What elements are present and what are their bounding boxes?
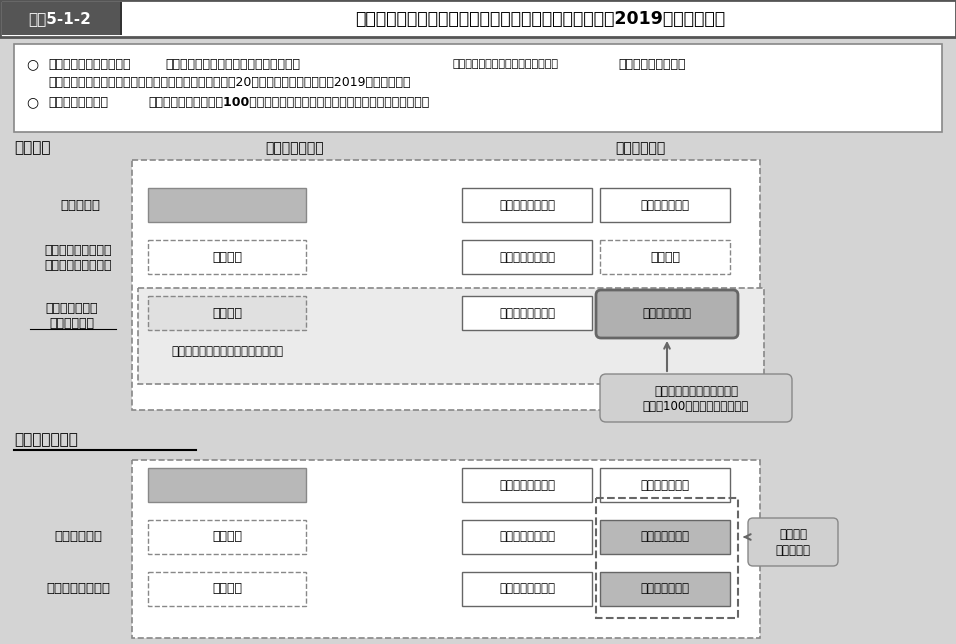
Text: ○: ○: [26, 57, 38, 71]
Text: 次世代育成支援のため、: 次世代育成支援のため、: [48, 57, 131, 70]
Text: 国民年金第１号被保険者の産前産後期間の保険料免除（2019年４月施行）: 国民年金第１号被保険者の産前産後期間の保険料免除（2019年４月施行）: [355, 10, 725, 28]
Text: 【３号被保険者】: 【３号被保険者】: [46, 583, 110, 596]
Text: 全額納付者: 全額納付者: [60, 198, 100, 211]
Text: 国庫負担分１／２: 国庫負担分１／２: [499, 198, 555, 211]
FancyBboxPatch shape: [596, 290, 738, 338]
Text: 保険料分１／２: 保険料分１／２: [641, 531, 689, 544]
Text: （出産予定日の前月から４か月間）: （出産予定日の前月から４か月間）: [453, 59, 559, 69]
Text: （免除）: （免除）: [212, 531, 242, 544]
Bar: [14, 44, 942, 132]
Bar: [148, 572, 306, 606]
FancyBboxPatch shape: [748, 518, 838, 566]
Bar: [462, 296, 592, 330]
Text: 図表5-1-2: 図表5-1-2: [29, 11, 92, 26]
Text: （免除）: （免除）: [212, 251, 242, 263]
Text: 国民年金: 国民年金: [14, 140, 51, 155]
Text: 国庫負担分１／２: 国庫負担分１／２: [499, 307, 555, 319]
Text: （免除）: （免除）: [212, 307, 242, 319]
Text: 国庫負担分１／２: 国庫負担分１／２: [499, 531, 555, 544]
Text: （月額100円程度の追加負担）: （月額100円程度の追加負担）: [642, 399, 750, 413]
Bar: [462, 520, 592, 554]
Text: （なし）: （なし）: [212, 583, 242, 596]
Bar: [148, 520, 306, 554]
Text: 全体で負担: 全体で負担: [775, 544, 811, 556]
Text: 【産休免除】: 【産休免除】: [54, 531, 102, 544]
Text: 第１号被保険者全体で負担: 第１号被保険者全体で負担: [654, 384, 738, 397]
Text: 【年金給付】: 【年金給付】: [615, 141, 665, 155]
Text: 厚生年金: 厚生年金: [779, 529, 807, 542]
Bar: [0, 0, 956, 37]
Bar: [2, 2, 120, 35]
Bar: [462, 468, 592, 502]
Text: 【保険料負担】: 【保険料負担】: [266, 141, 324, 155]
Bar: [132, 160, 760, 410]
Bar: [120, 2, 122, 35]
Bar: [148, 240, 306, 274]
Bar: [138, 288, 764, 384]
Bar: [596, 498, 738, 618]
Text: （なし）: （なし）: [650, 251, 680, 263]
Text: 【現行の免除制度】: 【現行の免除制度】: [44, 243, 112, 256]
Text: 免除期間は満額の基礎年金を保障する。（対象者：年間20万人程度の見込み）　【2019年４月施行】: 免除期間は満額の基礎年金を保障する。（対象者：年間20万人程度の見込み） 【20…: [48, 75, 410, 88]
Text: の保険料を免除し、: の保険料を免除し、: [618, 57, 685, 70]
Text: 参考：厚生年金: 参考：厚生年金: [14, 433, 77, 448]
Text: 国民年金保険料を月額100円程度引上げ、国民年金の被保険者全体で対応する。: 国民年金保険料を月額100円程度引上げ、国民年金の被保険者全体で対応する。: [148, 95, 429, 108]
Text: 国庫負担分１／２: 国庫負担分１／２: [499, 251, 555, 263]
Bar: [462, 240, 592, 274]
Text: （世帯所得にかかわらず免除対象）: （世帯所得にかかわらず免除対象）: [171, 345, 283, 357]
Bar: [600, 572, 730, 606]
Text: 保険料分１／２: 保険料分１／２: [641, 198, 689, 211]
Text: 保険料免除者: 保険料免除者: [50, 316, 95, 330]
Bar: [132, 460, 760, 638]
Text: 産前産後期間の: 産前産後期間の: [46, 301, 98, 314]
Bar: [462, 572, 592, 606]
Text: この財源として、: この財源として、: [48, 95, 108, 108]
Text: 保険料分１／２: 保険料分１／２: [642, 307, 691, 319]
Bar: [600, 240, 730, 274]
Bar: [600, 468, 730, 502]
Bar: [600, 520, 730, 554]
FancyBboxPatch shape: [600, 374, 792, 422]
Bar: [462, 188, 592, 222]
Bar: [600, 188, 730, 222]
Bar: [148, 468, 306, 502]
Text: 国庫負担分１／２: 国庫負担分１／２: [499, 478, 555, 491]
Text: 国民年金第１号被保険者の産前産後期間: 国民年金第１号被保険者の産前産後期間: [165, 57, 300, 70]
Bar: [148, 188, 306, 222]
Text: 保険料分１／２: 保険料分１／２: [641, 583, 689, 596]
Bar: [148, 296, 306, 330]
Text: ○: ○: [26, 95, 38, 109]
Text: （全額免除の場合）: （全額免除の場合）: [44, 258, 112, 272]
Text: 国庫負担分１／２: 国庫負担分１／２: [499, 583, 555, 596]
Text: 保険料分１／２: 保険料分１／２: [641, 478, 689, 491]
